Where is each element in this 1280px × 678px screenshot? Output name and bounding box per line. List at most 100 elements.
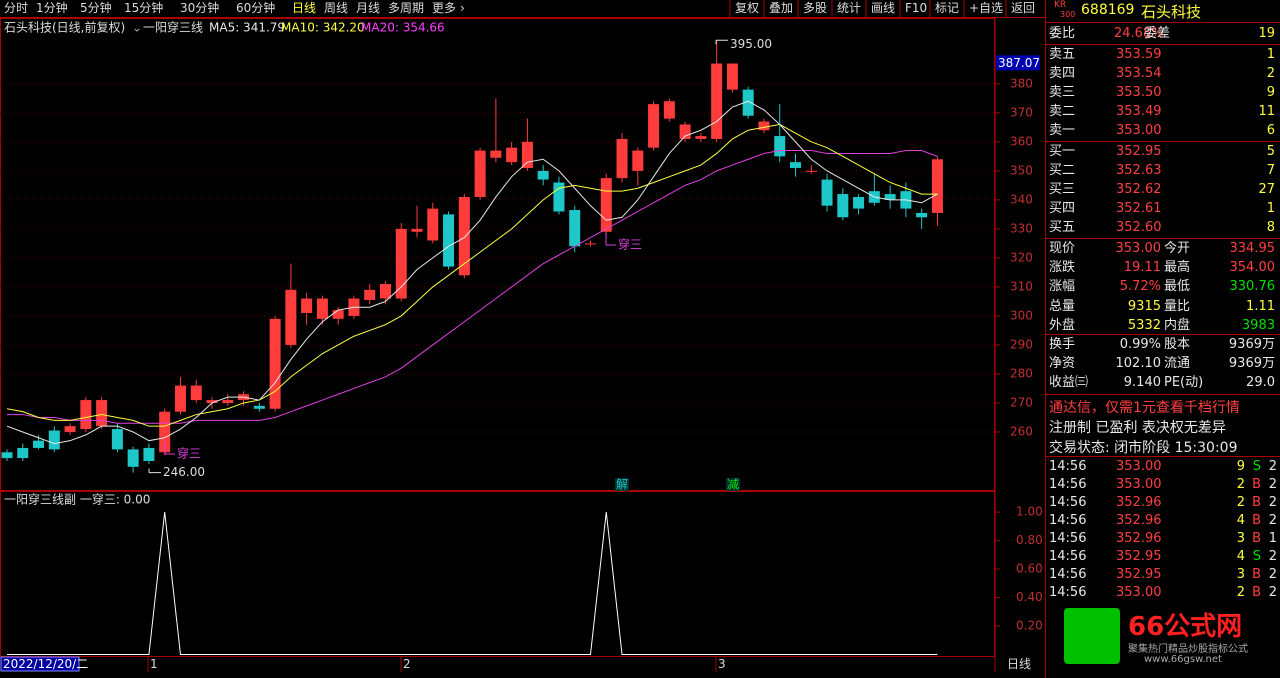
stat-value: 29.0 (1246, 375, 1275, 391)
stat-label: 收益㈢ (1049, 375, 1089, 391)
cell: 6 (1266, 123, 1275, 138)
candle-body (931, 159, 943, 213)
stat-label: 量比 (1164, 298, 1191, 314)
stat-value: 0.99% (1119, 337, 1161, 352)
cell: B (1252, 531, 1261, 546)
event-box (615, 478, 629, 491)
period-tab[interactable]: 5分钟 (80, 0, 112, 15)
cell: 352.61 (1116, 201, 1162, 216)
period-tab[interactable]: 周线 (324, 1, 348, 15)
toolbar-button[interactable]: F10 (905, 1, 927, 15)
toolbar-button[interactable]: 标记 (935, 1, 959, 15)
cell: 卖三 (1049, 85, 1076, 100)
row: 14:56 352.95 3 B 2 (1046, 566, 1279, 584)
toolbar-button[interactable]: 统计 (837, 1, 861, 15)
stat-label: 换手 (1049, 337, 1076, 352)
candle-body (127, 449, 139, 467)
period-tab[interactable]: 30分钟 (180, 0, 219, 15)
stat-label: 最低 (1164, 279, 1191, 295)
toolbar-button[interactable]: 返回 (1011, 1, 1035, 15)
candle-body (805, 170, 817, 172)
ma10-line (6, 123, 938, 427)
candle-body (427, 208, 439, 241)
cell: 1 (1268, 531, 1277, 546)
row: 买三 352.62 27 (1046, 181, 1279, 199)
watermark: 66公式网 聚集热门精品炒股指标公式 www.66gsw.net (1064, 606, 1279, 670)
y-tick-label: 380 (1010, 76, 1033, 90)
period-tab[interactable]: 更多 (432, 1, 456, 15)
candle-body (679, 124, 691, 139)
y-tick-label: 320 (1010, 250, 1033, 264)
toolbar-bg (0, 0, 1045, 17)
candle-body (663, 101, 675, 119)
y-tick-label: 0.60 (1016, 562, 1043, 576)
event-mark: 减 (727, 478, 739, 492)
toolbar-button[interactable]: 多股 (803, 1, 827, 15)
candle-body (632, 150, 644, 171)
period-tab[interactable]: 60分钟 (236, 0, 275, 15)
high-label: 395.00 (730, 37, 772, 51)
candle-body (111, 429, 123, 450)
cell: 352.95 (1116, 144, 1162, 159)
y-tick-label: 260 (1010, 424, 1033, 438)
period-tab[interactable]: 1分钟 (36, 0, 68, 15)
low-pointer (148, 468, 161, 474)
toolbar-button[interactable]: 叠加 (769, 1, 793, 15)
cell: 27 (1258, 182, 1275, 197)
cell: 353.49 (1116, 104, 1162, 119)
candle-body (742, 89, 754, 116)
period-tab[interactable]: 多周期 (388, 1, 424, 15)
candle-body (537, 170, 549, 180)
y-tick-label: 1.00 (1016, 505, 1043, 519)
period-tab[interactable]: 分时 (4, 1, 28, 15)
stat-value: 102.10 (1115, 356, 1162, 372)
period-tab[interactable]: 日线 (292, 1, 316, 15)
cell: 7 (1266, 163, 1275, 178)
stat-value: 19.11 (1123, 260, 1161, 276)
row: 14:56 353.00 2 B 2 (1046, 476, 1279, 494)
y-tick-label: 350 (1010, 163, 1033, 177)
candle-body (301, 298, 313, 314)
toolbar-button[interactable]: 复权 (735, 1, 759, 15)
event-mark: 解 (616, 478, 628, 492)
toolbar-button[interactable]: 画线 (871, 1, 895, 15)
candle-body (916, 212, 928, 218)
cell: 2 (1268, 477, 1277, 492)
cell: 2 (1236, 477, 1245, 492)
y-tick-label: 360 (1010, 134, 1033, 148)
row: 现价 353.00 今开 334.95 (1046, 240, 1279, 258)
candle-body (600, 178, 612, 232)
toolbar-button[interactable]: +自选 (969, 1, 1003, 15)
cell: 353.00 (1116, 459, 1162, 474)
cell: 14:56 (1049, 567, 1087, 582)
more-arrow: › (460, 1, 465, 15)
separator (1046, 44, 1280, 45)
cell: 353.54 (1116, 66, 1162, 81)
candle-body (790, 162, 801, 168)
cell: 买三 (1049, 182, 1076, 197)
row: 卖一 353.00 6 (1046, 122, 1279, 140)
signal-label: 穿三 (618, 237, 642, 252)
cell: 353.50 (1116, 85, 1162, 100)
cell: 2 (1236, 495, 1245, 510)
cell: 4 (1236, 513, 1245, 528)
candle-body (48, 430, 60, 450)
signal-label: 穿三 (177, 446, 201, 461)
cell: 2 (1268, 459, 1277, 474)
cell: S (1252, 549, 1261, 564)
cell: 353.59 (1116, 47, 1162, 62)
stat-value: 353.00 (1115, 241, 1162, 256)
cell: 352.96 (1116, 495, 1162, 510)
cell: 14:56 (1049, 531, 1087, 546)
candle-body (726, 63, 738, 90)
period-tab[interactable]: 15分钟 (124, 0, 163, 15)
stat-label: 股本 (1164, 337, 1191, 352)
watermark-slogan: 聚集热门精品炒股指标公式 (1128, 644, 1248, 655)
cell: 352.96 (1116, 531, 1162, 546)
cell: 19 (1258, 26, 1275, 41)
period-tab[interactable]: 月线 (356, 1, 380, 15)
stat-label: 内盘 (1164, 317, 1191, 333)
notice: 通达信，仅需1元查看千档行情 (1049, 400, 1240, 416)
cell: 353.00 (1116, 477, 1162, 492)
cell: B (1252, 567, 1261, 582)
